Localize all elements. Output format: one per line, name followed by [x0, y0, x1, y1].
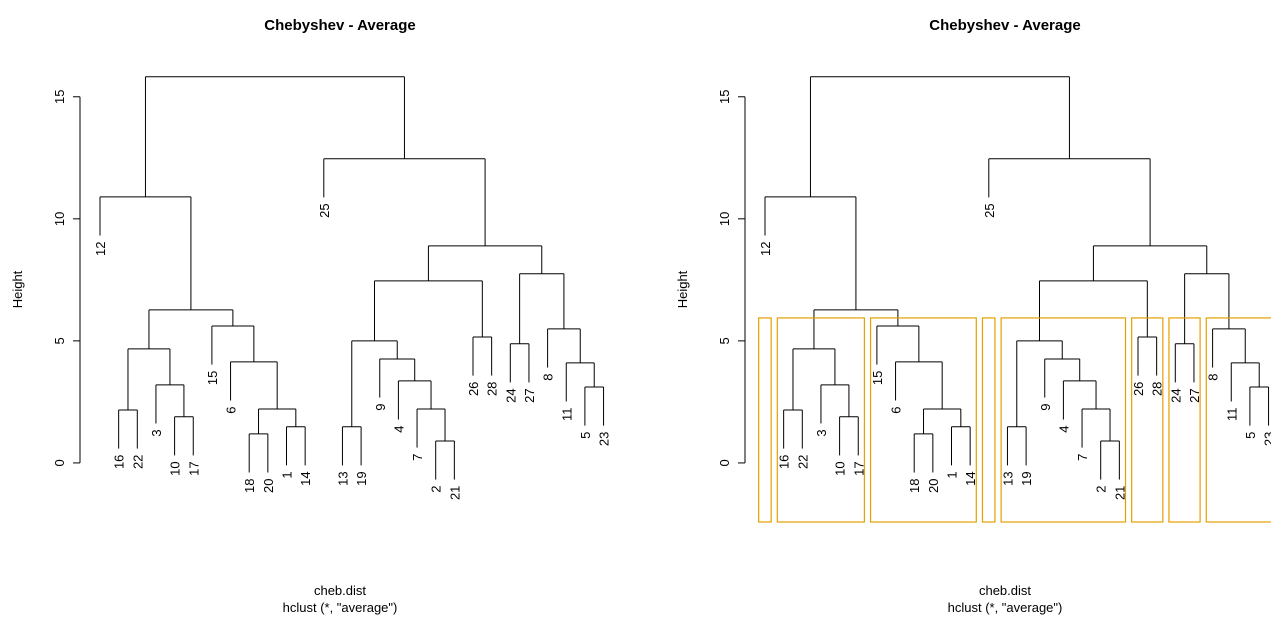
y-tick-label: 10: [52, 212, 67, 226]
leaf-label: 7: [410, 454, 425, 461]
cluster-box: [981, 317, 996, 523]
leaf-label: 2: [429, 486, 444, 493]
leaf-label: 18: [242, 478, 257, 492]
leaf-label: 21: [447, 486, 462, 500]
leaf-label: 17: [186, 461, 201, 475]
leaf-label: 20: [261, 478, 276, 492]
leaf-label: 19: [1019, 471, 1034, 485]
leaf-label: 25: [317, 203, 332, 217]
leaf-label: 13: [335, 471, 350, 485]
subtitle: hclust (*, "average"): [283, 600, 398, 615]
y-axis-label: Height: [675, 270, 690, 308]
leaf-label: 22: [795, 455, 810, 469]
cluster-box: [1205, 317, 1271, 523]
y-tick-label: 5: [52, 337, 67, 344]
cluster-box: [1000, 317, 1127, 523]
y-tick-label: 15: [717, 90, 732, 104]
leaf-label: 11: [559, 407, 574, 421]
leaf-label: 28: [1150, 382, 1165, 396]
cluster-box: [869, 317, 977, 523]
leaf-label: 6: [889, 406, 904, 413]
leaf-label: 5: [578, 432, 593, 439]
chart-title: Chebyshev - Average: [929, 17, 1080, 34]
leaf-label: 22: [130, 455, 145, 469]
leaf-label: 10: [833, 461, 848, 475]
leaf-label: 15: [870, 371, 885, 385]
leaf-label: 1: [280, 471, 295, 478]
x-axis-label: cheb.dist: [979, 583, 1031, 598]
leaf-label: 7: [1075, 454, 1090, 461]
leaf-label: 27: [522, 388, 537, 402]
leaf-label: 8: [1206, 374, 1221, 381]
cluster-box: [758, 317, 772, 523]
leaf-label: 23: [597, 432, 612, 446]
leaf-label: 4: [1056, 426, 1071, 433]
leaf-label: 2: [1094, 486, 1109, 493]
y-tick-label: 10: [717, 212, 732, 226]
leaf-label: 24: [1168, 388, 1183, 402]
y-tick-label: 5: [717, 337, 732, 344]
leaf-label: 25: [982, 203, 997, 217]
y-axis-label: Height: [10, 270, 25, 308]
leaf-label: 14: [298, 471, 313, 485]
leaf-label: 11: [1224, 407, 1239, 421]
y-tick-label: 0: [52, 459, 67, 466]
leaf-label: 28: [485, 382, 500, 396]
chart-title: Chebyshev - Average: [264, 17, 415, 34]
leaf-label: 12: [93, 241, 108, 255]
leaf-label: 12: [758, 241, 773, 255]
leaf-label: 10: [168, 461, 183, 475]
leaf-label: 24: [503, 388, 518, 402]
leaf-label: 18: [907, 478, 922, 492]
cluster-box: [1168, 317, 1201, 523]
leaf-label: 9: [1038, 404, 1053, 411]
subtitle: hclust (*, "average"): [948, 600, 1063, 615]
cluster-box: [1131, 317, 1164, 523]
leaf-label: 20: [926, 478, 941, 492]
leaf-label: 3: [149, 429, 164, 436]
leaf-label: 15: [205, 371, 220, 385]
y-tick-label: 15: [52, 90, 67, 104]
leaf-label: 4: [391, 426, 406, 433]
leaf-label: 1: [945, 471, 960, 478]
leaf-label: 14: [963, 471, 978, 485]
leaf-label: 5: [1243, 432, 1258, 439]
leaf-label: 23: [1262, 432, 1271, 446]
leaf-label: 17: [851, 461, 866, 475]
leaf-label: 6: [224, 406, 239, 413]
x-axis-label: cheb.dist: [314, 583, 366, 598]
leaf-label: 26: [1131, 382, 1146, 396]
leaf-label: 21: [1112, 486, 1127, 500]
leaf-label: 8: [541, 374, 556, 381]
leaf-label: 27: [1187, 388, 1202, 402]
leaf-label: 19: [354, 471, 369, 485]
leaf-label: 13: [1000, 471, 1015, 485]
leaf-label: 26: [466, 382, 481, 396]
leaf-label: 16: [112, 455, 127, 469]
leaf-label: 3: [814, 429, 829, 436]
y-tick-label: 0: [717, 459, 732, 466]
leaf-label: 9: [373, 404, 388, 411]
leaf-label: 16: [777, 455, 792, 469]
cluster-box: [776, 317, 866, 523]
